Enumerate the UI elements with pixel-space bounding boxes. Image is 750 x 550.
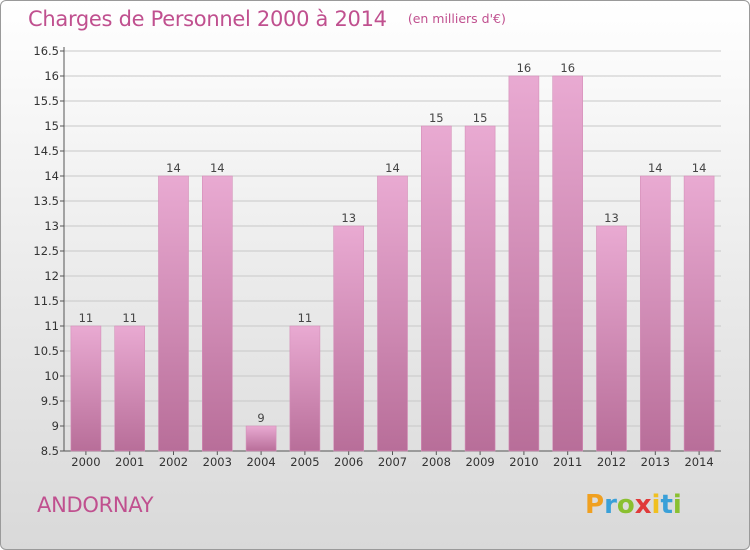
y-tick-label: 8.5	[41, 444, 59, 458]
chart-unit: (en milliers d'€)	[407, 11, 506, 26]
logo-letter: x	[634, 490, 652, 520]
bar-2014	[683, 175, 715, 452]
y-tick-label: 12	[44, 269, 59, 283]
y-tick-label: 14.5	[33, 144, 59, 158]
bar-2007	[377, 175, 408, 452]
x-tick-label: 2014	[684, 455, 713, 469]
x-tick-label: 2003	[203, 455, 232, 469]
y-tick-label: 12.5	[33, 244, 59, 258]
y-tick-label: 9	[52, 419, 59, 433]
x-tick-label: 2013	[641, 455, 670, 469]
y-tick-label: 10	[44, 369, 59, 383]
y-tick-label: 11.5	[33, 294, 59, 308]
logo-letter: t	[660, 490, 673, 520]
bar-2003	[202, 175, 233, 452]
value-label-2011: 16	[560, 61, 575, 75]
value-label-2003: 14	[210, 161, 225, 175]
value-label-2006: 13	[341, 211, 356, 225]
data-labels: 11 11 14 14 9 11 13 14 15 15 16 16 13 14 14	[79, 61, 707, 425]
bar-2001	[114, 325, 145, 452]
bar-2008	[420, 125, 452, 452]
value-label-2012: 13	[604, 211, 619, 225]
y-tick-label: 13	[44, 219, 59, 233]
x-tick-label: 2006	[334, 455, 363, 469]
value-label-2000: 11	[79, 311, 94, 325]
y-tick-label: 10.5	[33, 344, 59, 358]
y-tick-label: 14	[44, 169, 59, 183]
logo-letter: i	[651, 490, 661, 520]
x-tick-label: 2007	[378, 455, 407, 469]
value-label-2013: 14	[648, 161, 663, 175]
y-tick-label: 13.5	[33, 194, 59, 208]
y-tick-label: 9.5	[41, 394, 59, 408]
value-label-2014: 14	[692, 161, 707, 175]
commune-name: ANDORNAY	[37, 493, 154, 517]
bar-2005	[289, 325, 321, 452]
bar-2013	[639, 175, 671, 452]
logo-letter: i	[672, 490, 682, 520]
logo-letter: P	[585, 490, 605, 520]
value-label-2009: 15	[473, 111, 488, 125]
x-tick-label: 2009	[465, 455, 494, 469]
y-tick-label: 16	[44, 69, 59, 83]
value-label-2001: 11	[122, 311, 137, 325]
bar-2004	[245, 425, 277, 452]
bar-2006	[333, 225, 365, 452]
value-label-2010: 16	[517, 61, 532, 75]
x-tick-label: 2002	[159, 455, 188, 469]
value-label-2002: 14	[166, 161, 181, 175]
bar-2012	[596, 225, 627, 452]
y-tick-label: 15.5	[33, 94, 59, 108]
bar-2009	[464, 125, 496, 452]
value-label-2007: 14	[385, 161, 400, 175]
bars	[70, 75, 715, 452]
y-tick-label: 15	[44, 119, 59, 133]
x-tick-label: 2000	[71, 455, 100, 469]
proxiti-logo: Proxiti	[585, 490, 682, 520]
value-label-2008: 15	[429, 111, 444, 125]
bar-2000	[70, 325, 102, 452]
x-tick-label: 2010	[509, 455, 538, 469]
y-tick-label: 11	[44, 319, 59, 333]
x-tick-label: 2001	[115, 455, 144, 469]
value-label-2004: 9	[257, 411, 264, 425]
logo-letter: r	[604, 490, 617, 520]
x-tick-label: 2005	[290, 455, 319, 469]
value-label-2005: 11	[298, 311, 313, 325]
title-row: Charges de Personnel 2000 à 2014 (en mil…	[28, 7, 506, 31]
bar-2011	[552, 75, 584, 452]
bar-2010	[508, 75, 540, 452]
chart-title: Charges de Personnel 2000 à 2014	[28, 7, 387, 31]
bar-2002	[158, 175, 189, 452]
x-tick-label: 2004	[246, 455, 275, 469]
logo-letter: o	[616, 490, 635, 520]
x-tick-label: 2011	[553, 455, 582, 469]
x-tick-label: 2012	[597, 455, 626, 469]
y-tick-label: 16.5	[33, 44, 59, 58]
x-tick-label: 2008	[422, 455, 451, 469]
axes: 8.599.51010.51111.51212.51313.51414.5151…	[33, 44, 721, 469]
